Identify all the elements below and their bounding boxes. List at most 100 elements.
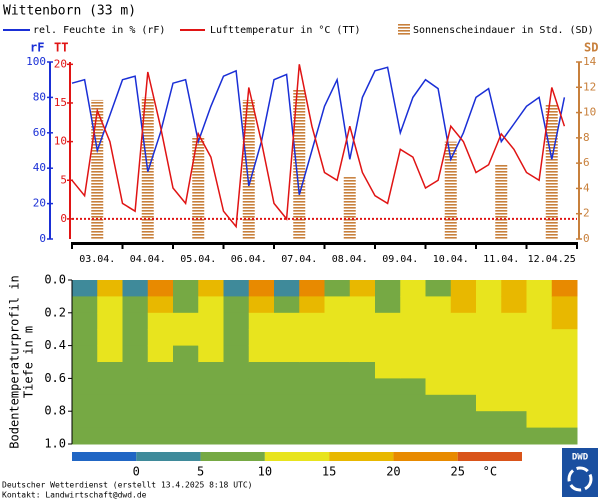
heat-cell xyxy=(324,427,351,445)
heat-cell xyxy=(72,345,98,363)
chart-title: Wittenborn (33 m) xyxy=(3,4,136,19)
heat-cell xyxy=(72,394,98,412)
y-tick-label: 1.0 xyxy=(44,437,66,451)
heat-cell xyxy=(299,329,325,347)
heat-cell xyxy=(425,427,452,445)
y-tick-label: 2 xyxy=(583,207,590,220)
heat-cell xyxy=(324,345,351,363)
heat-cell xyxy=(476,280,502,297)
heat-cell xyxy=(349,329,376,347)
heat-cell xyxy=(375,411,401,429)
heat-cell xyxy=(173,280,199,297)
colorbar-segment xyxy=(72,452,137,461)
x-tick-label: 06.04. xyxy=(231,254,267,265)
x-tick-label: 10.04. xyxy=(433,254,469,265)
heat-cell xyxy=(274,345,300,363)
heat-cell xyxy=(501,312,527,330)
heat-cell xyxy=(122,345,149,363)
heat-cell xyxy=(501,378,527,396)
sunshine-bar xyxy=(444,141,457,239)
logo-swirl xyxy=(567,466,593,492)
legend-label: rel. Feuchte in % (rF) xyxy=(33,25,165,36)
colorbar-label: 5 xyxy=(197,465,204,479)
y-tick-label: 10 xyxy=(54,135,67,148)
heat-cell xyxy=(147,411,174,429)
heat-cell xyxy=(299,296,325,314)
heat-cell xyxy=(526,329,553,347)
sunshine-bar xyxy=(495,164,508,239)
heat-cell xyxy=(400,329,426,347)
heat-cell xyxy=(299,312,325,330)
heat-cell xyxy=(198,329,224,347)
heat-cell xyxy=(400,296,426,314)
x-tick-label: 07.04. xyxy=(281,254,317,265)
heat-cell xyxy=(324,280,351,297)
heat-cell xyxy=(173,312,199,330)
y-tick-label: 80 xyxy=(33,90,46,103)
sunshine-bar xyxy=(242,99,255,239)
axis-label: TT xyxy=(54,41,68,55)
heat-cell xyxy=(299,378,325,396)
heat-cell xyxy=(425,345,452,363)
heat-cell xyxy=(400,280,426,297)
heat-cell xyxy=(476,296,502,314)
y-tick-label: 12 xyxy=(583,80,596,93)
heat-cell xyxy=(551,427,578,445)
heat-cell xyxy=(274,329,300,347)
heat-cell xyxy=(274,280,300,297)
heat-cell xyxy=(223,427,250,445)
heat-cell xyxy=(173,427,199,445)
sunshine-bar xyxy=(293,89,306,239)
sunshine-bar xyxy=(192,136,205,239)
colorbar-unit: °C xyxy=(483,465,497,479)
heat-cell xyxy=(551,411,578,429)
heat-cell xyxy=(198,312,224,330)
colorbar-label: 15 xyxy=(322,465,336,479)
heat-cell xyxy=(274,296,300,314)
heat-cell xyxy=(400,394,426,412)
heat-cell xyxy=(223,329,250,347)
heat-cell xyxy=(349,296,376,314)
heat-cell xyxy=(274,427,300,445)
heat-cell xyxy=(324,394,351,412)
heat-cell xyxy=(122,394,149,412)
heat-cell xyxy=(173,394,199,412)
heat-cell xyxy=(198,427,224,445)
y-tick-label: 100 xyxy=(26,55,46,68)
heat-cell xyxy=(551,296,578,314)
heat-cell xyxy=(501,280,527,297)
heat-cell xyxy=(526,427,553,445)
heat-cell xyxy=(349,312,376,330)
heat-cell xyxy=(223,280,250,297)
heat-cell xyxy=(375,329,401,347)
heat-cell xyxy=(97,378,123,396)
heat-cell xyxy=(400,411,426,429)
heat-cell xyxy=(274,378,300,396)
heat-cell xyxy=(97,329,123,347)
heat-cell xyxy=(122,312,149,330)
x-tick-label: 09.04. xyxy=(382,254,418,265)
heat-cell xyxy=(147,394,174,412)
series-line xyxy=(71,64,566,229)
x-tick-label: 04.04. xyxy=(130,254,166,265)
heat-cell xyxy=(476,345,502,363)
heat-cell xyxy=(198,280,224,297)
heat-cell xyxy=(375,394,401,412)
heat-cell xyxy=(72,427,98,445)
heat-cell xyxy=(450,329,477,347)
heat-cell xyxy=(526,280,553,297)
heat-cell xyxy=(501,345,527,363)
heat-cell xyxy=(147,329,174,347)
x-tick-label: 08.04. xyxy=(332,254,368,265)
heat-cell xyxy=(450,280,477,297)
heat-cell xyxy=(147,427,174,445)
heat-cell xyxy=(72,312,98,330)
heat-cell xyxy=(299,427,325,445)
heat-cell xyxy=(198,296,224,314)
y-tick-label: 20 xyxy=(33,197,46,210)
heat-cell xyxy=(248,362,275,379)
heat-cell xyxy=(223,296,250,314)
heat-cell xyxy=(375,362,401,379)
heat-cell xyxy=(223,411,250,429)
heat-cell xyxy=(551,312,578,330)
